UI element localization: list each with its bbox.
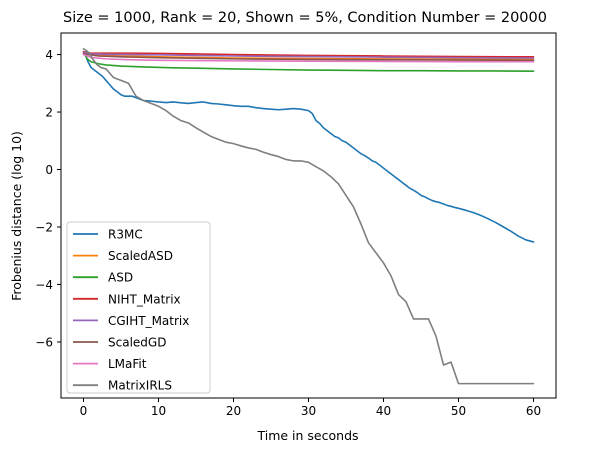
y-tick-label: 0 — [45, 163, 53, 177]
x-tick-label: 0 — [80, 404, 88, 418]
x-tick-label: 20 — [226, 404, 241, 418]
series-layer — [82, 48, 535, 385]
legend-label: ASD — [108, 271, 133, 285]
series-line-cgiht-matrix — [82, 51, 535, 59]
series-line-scaledgd — [82, 53, 535, 62]
series-line-scaledasd — [82, 52, 535, 61]
legend-label: NIHT_Matrix — [108, 292, 181, 306]
x-axis-label: Time in seconds — [256, 428, 358, 443]
y-tick-label: 2 — [45, 106, 53, 120]
y-axis-label: Frobenius distance (log 10) — [9, 131, 24, 301]
chart-title: Size = 1000, Rank = 20, Shown = 5%, Cond… — [63, 10, 547, 26]
series-line-lmafit — [82, 53, 535, 63]
series-line-niht-matrix — [82, 50, 535, 58]
legend-box — [66, 221, 211, 394]
legend-label: LMaFit — [108, 357, 147, 371]
series-line-r3mc — [82, 50, 535, 243]
legend: R3MC ScaledASD ASD NIHT_Matrix CGIHT_Matrix S… — [66, 221, 211, 394]
legend-label: R3MC — [108, 228, 143, 242]
legend-label: ScaledASD — [108, 249, 173, 263]
legend-label: CGIHT_Matrix — [108, 314, 189, 328]
series-line-matrixirls — [82, 48, 535, 385]
ticks-layer: 0 10 20 30 40 50 60 −6 −4 −2 0 2 4 — [35, 48, 541, 418]
x-tick-label: 10 — [151, 404, 166, 418]
legend-label: ScaledGD — [108, 336, 166, 350]
series-line-asd — [82, 50, 535, 73]
x-tick-label: 30 — [301, 404, 316, 418]
y-tick-label: 4 — [45, 48, 53, 62]
y-tick-label: −6 — [35, 335, 53, 349]
x-tick-label: 50 — [451, 404, 466, 418]
legend-label: MatrixIRLS — [108, 379, 172, 393]
x-tick-label: 60 — [526, 404, 541, 418]
y-tick-label: −4 — [35, 278, 53, 292]
y-tick-label: −2 — [35, 220, 53, 234]
x-tick-label: 40 — [376, 404, 391, 418]
